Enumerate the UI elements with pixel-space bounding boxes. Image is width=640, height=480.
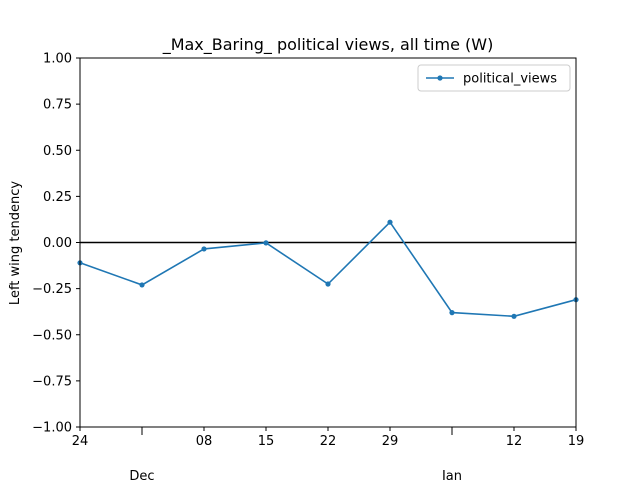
- x-month-label: Dec: [129, 469, 154, 480]
- y-tick-label: −0.25: [32, 282, 72, 297]
- plot-area: 1.00 0.75 0.50 0.25 0.00 −0.25 −0.50 −0.75 −1.00…: [32, 52, 584, 480]
- data-point: [139, 282, 145, 288]
- y-tick-label: 0.25: [43, 190, 72, 205]
- x-month-label: Jan: [441, 469, 462, 480]
- y-tick-label: 0.50: [43, 144, 72, 159]
- y-tick-label: −0.50: [32, 328, 72, 343]
- data-point: [387, 219, 393, 225]
- legend-box: [417, 64, 571, 92]
- legend-label: political_views: [463, 72, 557, 87]
- series-line: [79, 220, 577, 318]
- x-tick-label: 19: [568, 434, 585, 449]
- x-tick-label: 24: [72, 434, 89, 449]
- y-tick-label: 1.00: [43, 52, 72, 67]
- y-axis-label: Left wing tendency: [8, 181, 23, 305]
- x-tick-label: 15: [258, 434, 275, 449]
- x-tick-label: 29: [382, 434, 399, 449]
- x-tick-label: 12: [506, 434, 523, 449]
- data-point: [201, 246, 207, 252]
- y-tick-label: −0.75: [32, 374, 72, 389]
- data-point: [511, 313, 517, 319]
- y-tick-label: 0.75: [43, 98, 72, 113]
- y-tick-label: 0.00: [43, 236, 72, 251]
- y-tick-label: −1.00: [32, 421, 72, 436]
- data-point: [263, 240, 269, 246]
- legend-swatch-marker: [437, 75, 443, 81]
- data-point: [325, 281, 331, 287]
- x-tick-label: 08: [196, 434, 213, 449]
- x-tick-label: 22: [320, 434, 337, 449]
- data-point: [449, 310, 455, 316]
- chart-title: _Max_Baring_ political views, all time (…: [162, 35, 494, 55]
